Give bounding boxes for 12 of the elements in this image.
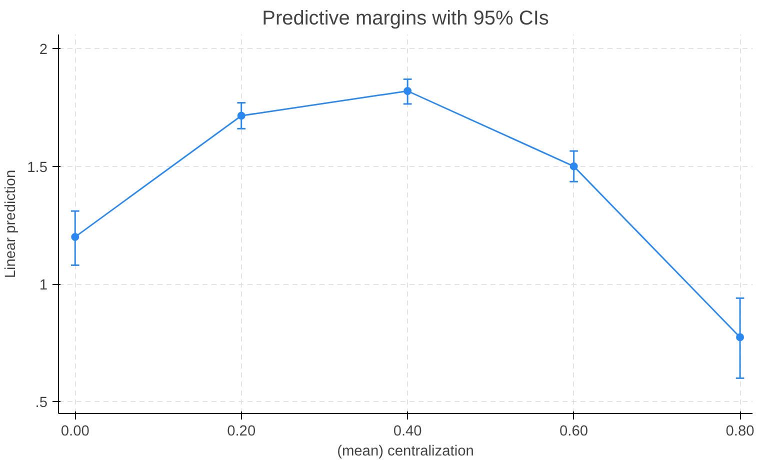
y-tick-label: 1: [39, 278, 48, 294]
x-tick-label: 0.20: [227, 424, 256, 440]
y-axis-title: Linear prediction: [3, 170, 20, 278]
x-tick-label: 0.40: [393, 424, 422, 440]
y-tick-label: 2: [39, 42, 48, 58]
x-tick-label: 0.60: [560, 424, 588, 440]
y-tick-label: .5: [35, 395, 48, 412]
x-tick-label: 0.00: [60, 424, 90, 440]
x-tick-label: 0.80: [726, 424, 754, 440]
chart-title: Predictive margins with 95% CIs: [262, 8, 549, 30]
x-axis-title: (mean) centralization: [337, 444, 474, 460]
y-tick-label: 1.5: [27, 160, 48, 176]
